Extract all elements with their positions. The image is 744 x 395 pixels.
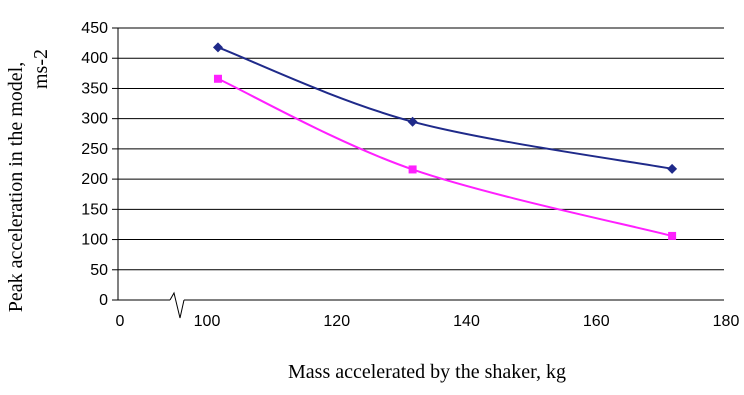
x-tick-label: 140 [453, 313, 480, 330]
y-axis-title-line-1: Peak acceleration in the model, [5, 62, 27, 312]
y-tick-label: 150 [81, 201, 108, 218]
y-tick-label: 300 [81, 111, 108, 128]
series-2-point [668, 231, 677, 240]
y-tick-label: 200 [81, 171, 108, 188]
x-axis-title: Mass accelerated by the shaker, kg [288, 361, 566, 383]
y-tick-label: 400 [81, 50, 108, 67]
y-axis-title-line-2: ms-2 [30, 49, 52, 89]
series-2-point [408, 165, 417, 174]
series-1-point [407, 116, 418, 127]
y-tick-label: 50 [90, 262, 108, 279]
series-1-point [667, 163, 678, 174]
x-tick-label: 120 [323, 313, 350, 330]
y-tick-label: 0 [99, 292, 108, 309]
x-tick-label: 0 [116, 313, 125, 330]
y-tick-label: 250 [81, 141, 108, 158]
y-tick-label: 350 [81, 80, 108, 97]
x-tick-label: 160 [583, 313, 610, 330]
series-1-point [212, 42, 223, 53]
plot-area [118, 28, 724, 300]
x-tick-label: 100 [194, 313, 221, 330]
x-tick-label: 180 [713, 313, 740, 330]
y-tick-label: 100 [81, 232, 108, 249]
axis-break-mark [169, 291, 185, 319]
series-2-point [213, 74, 222, 83]
y-tick-label: 450 [81, 20, 108, 37]
